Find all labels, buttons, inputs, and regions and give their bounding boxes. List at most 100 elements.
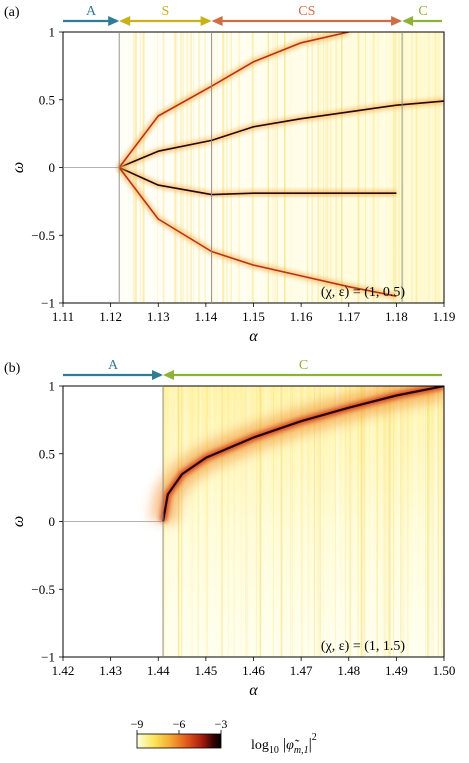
x-tick-label: 1.45: [195, 663, 218, 678]
noise-stripe: [389, 386, 391, 657]
noise-stripe: [335, 386, 338, 657]
regime-arrowhead-right: [108, 16, 120, 26]
panel-a-background-spectrum: [119, 32, 444, 303]
noise-stripe: [324, 32, 327, 303]
noise-stripe: [273, 386, 274, 657]
x-tick-label: 1.43: [99, 663, 122, 678]
noise-stripe: [368, 32, 370, 303]
y-tick-label: 0: [49, 160, 56, 175]
noise-stripe: [216, 32, 218, 303]
panel-a-regime-arrows: A S CS C: [63, 4, 442, 26]
noise-stripe: [263, 32, 265, 303]
noise-stripe: [182, 32, 184, 303]
noise-stripe: [284, 32, 286, 303]
noise-stripe: [319, 32, 321, 303]
noise-stripe: [221, 386, 223, 657]
noise-stripe: [301, 32, 302, 303]
noise-stripe: [159, 32, 161, 303]
x-tick-label: 1.11: [52, 309, 74, 324]
noise-stripe: [317, 386, 320, 657]
y-tick-label: −1: [41, 296, 55, 311]
noise-stripe: [336, 386, 339, 657]
noise-stripe: [281, 386, 283, 657]
noise-stripe: [236, 32, 239, 303]
noise-stripe: [276, 32, 278, 303]
regime-arrowhead-left: [211, 16, 223, 26]
noise-stripe: [220, 386, 222, 657]
noise-stripe: [143, 32, 145, 303]
regime-label: C: [418, 4, 427, 19]
noise-stripe: [219, 32, 222, 303]
ridge-line: [161, 386, 444, 522]
noise-stripe: [173, 32, 176, 303]
regime-c: C: [163, 358, 442, 380]
noise-stripe: [335, 32, 338, 303]
noise-stripe: [262, 32, 264, 303]
noise-stripe: [277, 32, 278, 303]
panel-b-tag: (b): [4, 361, 21, 376]
x-tick-label: 1.49: [385, 663, 408, 678]
noise-stripe: [323, 386, 324, 657]
noise-stripe: [406, 386, 409, 657]
noise-stripe: [187, 32, 189, 303]
x-tick-label: 1.13: [147, 309, 170, 324]
noise-stripe: [442, 386, 443, 657]
noise-stripe: [316, 386, 318, 657]
x-tick-label: 1.14: [195, 309, 218, 324]
regime-arrowhead-right: [200, 16, 212, 26]
noise-stripe: [435, 386, 438, 657]
regime-arrowhead-left: [163, 370, 175, 380]
noise-stripe: [339, 32, 341, 303]
noise-stripe: [400, 386, 401, 657]
noise-stripe: [358, 32, 360, 303]
noise-stripe: [377, 32, 379, 303]
noise-stripe: [282, 386, 285, 657]
noise-stripe: [177, 386, 180, 657]
noise-stripe: [197, 386, 199, 657]
x-tick-label: 1.46: [242, 663, 265, 678]
y-tick-label: −0.5: [31, 228, 55, 243]
noise-stripe: [190, 32, 193, 303]
noise-stripe: [393, 386, 395, 657]
noise-stripe: [162, 32, 165, 303]
noise-stripe: [267, 32, 270, 303]
colorbar: −9 −6 −3 log10 |φ̃m,1|2: [131, 717, 317, 756]
noise-stripe: [347, 386, 349, 657]
noise-stripe: [259, 386, 261, 657]
panel-a: (a) A S CS C 1.11 1.12 1.13 1.14 1.15 1.16 1.17 1.…: [4, 4, 455, 345]
noise-stripe: [430, 32, 432, 303]
noise-stripe: [434, 32, 437, 303]
noise-stripe: [383, 32, 385, 303]
noise-stripe: [222, 32, 225, 303]
noise-stripe: [191, 32, 194, 303]
noise-stripe: [220, 32, 223, 303]
noise-stripe: [395, 32, 398, 303]
regime-label: CS: [298, 4, 315, 19]
noise-stripe: [440, 386, 442, 657]
noise-stripe: [415, 32, 418, 303]
noise-stripe: [180, 32, 182, 303]
noise-stripe: [180, 386, 182, 657]
noise-stripe: [413, 386, 416, 657]
noise-stripe: [313, 386, 316, 657]
noise-stripe: [341, 32, 343, 303]
noise-stripe: [297, 386, 299, 657]
x-tick-label: 1.47: [290, 663, 313, 678]
noise-stripe: [221, 386, 223, 657]
noise-stripe: [180, 386, 183, 657]
noise-stripe: [170, 32, 173, 303]
x-tick-label: 1.48: [337, 663, 360, 678]
regime-arrowhead-left: [402, 16, 414, 26]
noise-stripe: [175, 32, 177, 303]
noise-stripe: [381, 32, 383, 303]
noise-stripe: [349, 386, 351, 657]
panel-a-param-label: (χ, ε) = (1, 0.5): [321, 285, 405, 300]
noise-stripe: [307, 386, 310, 657]
noise-stripe: [435, 386, 438, 657]
noise-stripe: [432, 386, 435, 657]
noise-stripe: [195, 386, 197, 657]
noise-stripe: [301, 386, 303, 657]
noise-stripe: [324, 32, 326, 303]
noise-stripe: [383, 32, 385, 303]
noise-stripe: [186, 386, 188, 657]
